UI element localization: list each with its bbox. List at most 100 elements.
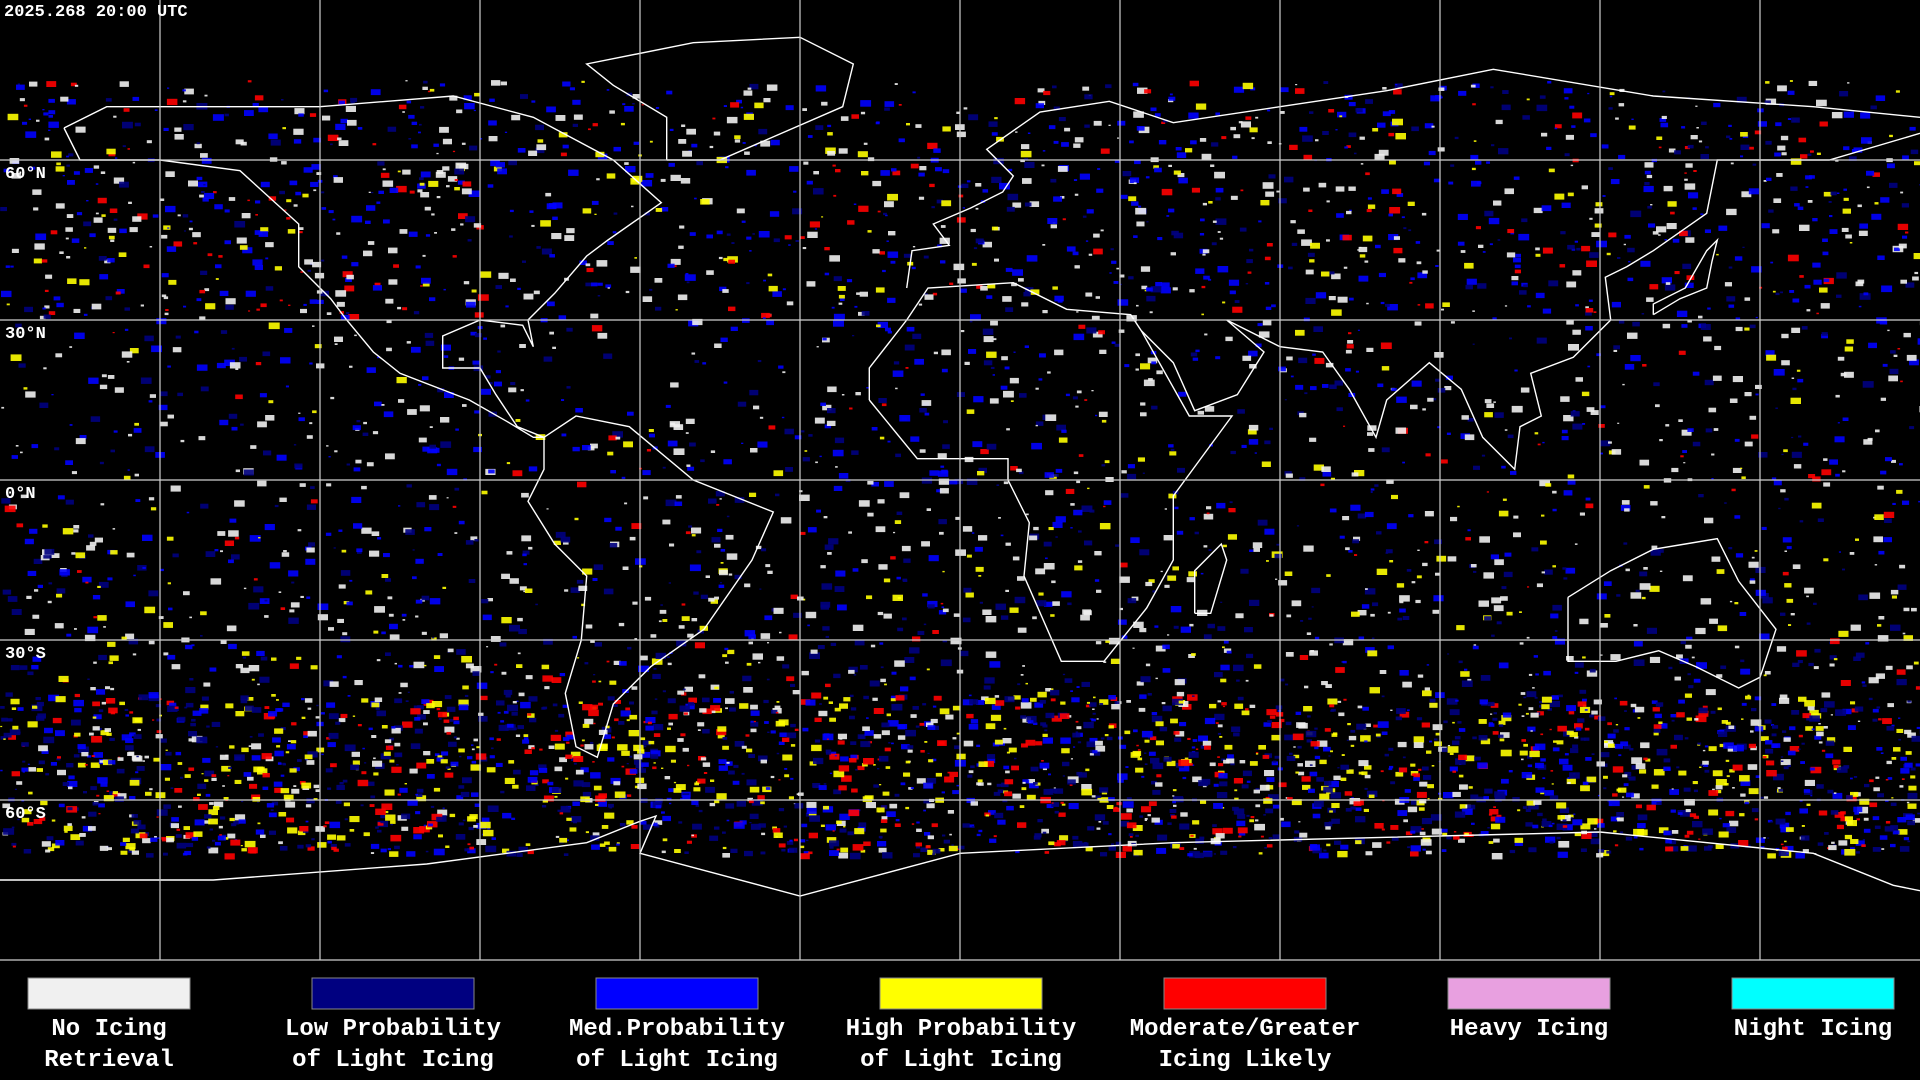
- icing-cell: [1151, 712, 1158, 716]
- icing-cell: [1190, 834, 1194, 837]
- icing-cell: [1684, 737, 1689, 740]
- icing-cell: [977, 471, 985, 476]
- icing-cell: [227, 833, 236, 839]
- icing-cell: [176, 828, 181, 831]
- icing-cell: [1612, 793, 1618, 797]
- icing-cell: [1771, 724, 1775, 726]
- icing-cell: [899, 492, 910, 499]
- icing-cell: [416, 795, 427, 802]
- icing-cell: [355, 459, 362, 464]
- icing-cell: [139, 833, 148, 839]
- icing-cell: [407, 799, 418, 806]
- icing-cell: [887, 720, 899, 727]
- icing-cell: [1390, 781, 1396, 785]
- icing-cell: [17, 731, 21, 734]
- icing-cell: [241, 747, 249, 753]
- icing-cell: [1108, 637, 1120, 645]
- icing-cell: [1144, 739, 1150, 743]
- icing-cell: [1658, 723, 1668, 729]
- icing-cell: [1881, 848, 1885, 850]
- icing-cell: [1309, 844, 1320, 851]
- icing-cell: [1582, 781, 1589, 785]
- icing-cell: [1293, 746, 1296, 748]
- icing-cell: [129, 779, 140, 786]
- icing-cell: [973, 396, 984, 403]
- icing-cell: [1446, 836, 1452, 840]
- icing-cell: [1611, 301, 1621, 308]
- icing-cell: [1328, 821, 1333, 824]
- icing-cell: [1140, 266, 1151, 272]
- icing-cell: [879, 251, 885, 255]
- icing-cell: [51, 843, 60, 849]
- icing-cell: [790, 777, 794, 780]
- icing-cell: [1711, 478, 1714, 480]
- icing-cell: [825, 635, 829, 638]
- icing-cell: [1836, 294, 1842, 298]
- icing-cell: [96, 689, 106, 695]
- icing-cell: [1649, 585, 1660, 592]
- icing-cell: [299, 483, 306, 487]
- icing-cell: [1818, 810, 1828, 816]
- icing-cell: [1467, 804, 1476, 810]
- icing-cell: [39, 315, 46, 320]
- icing-cell: [525, 399, 530, 402]
- icing-cell: [244, 840, 256, 848]
- icing-cell: [986, 754, 996, 759]
- icing-cell: [1157, 834, 1168, 841]
- icing-cell: [437, 809, 448, 816]
- icing-cell: [1749, 324, 1756, 329]
- icing-cell: [357, 724, 362, 727]
- icing-cell: [627, 411, 634, 416]
- icing-cell: [1092, 708, 1095, 710]
- icing-cell: [1010, 466, 1018, 471]
- icing-cell: [622, 566, 629, 570]
- icing-cell: [1368, 448, 1375, 452]
- icing-cell: [1082, 609, 1091, 615]
- icing-cell: [256, 308, 260, 311]
- icing-cell: [1847, 82, 1850, 84]
- icing-cell: [1608, 107, 1613, 110]
- icing-cell: [1172, 795, 1175, 797]
- icing-cell: [894, 520, 902, 524]
- icing-cell: [551, 677, 562, 683]
- icing-cell: [1420, 839, 1432, 846]
- icing-cell: [99, 760, 104, 763]
- icing-cell: [1734, 515, 1741, 519]
- icing-cell: [39, 817, 46, 821]
- icing-cell: [383, 411, 394, 418]
- icing-cell: [486, 646, 489, 648]
- icing-cell: [1840, 372, 1847, 377]
- icing-cell: [405, 529, 415, 535]
- icing-cell: [685, 703, 695, 710]
- icing-cell: [98, 581, 109, 588]
- icing-cell: [1137, 457, 1145, 462]
- icing-cell: [765, 787, 771, 790]
- icing-cell: [500, 720, 505, 723]
- icing-cell: [977, 782, 984, 786]
- icing-cell: [132, 653, 137, 656]
- icing-cell: [234, 754, 245, 761]
- icing-cell: [1000, 534, 1004, 537]
- icing-cell: [606, 89, 610, 91]
- icing-cell: [1038, 592, 1044, 596]
- icing-cell: [670, 759, 676, 763]
- icing-cell: [590, 313, 599, 319]
- icing-cell: [1336, 407, 1343, 412]
- icing-cell: [1241, 444, 1247, 448]
- icing-cell: [678, 821, 683, 824]
- icing-cell: [428, 180, 439, 187]
- icing-cell: [1373, 724, 1378, 728]
- icing-cell: [1255, 819, 1259, 822]
- icing-cell: [301, 782, 312, 789]
- icing-cell: [1809, 767, 1815, 771]
- icing-cell: [1843, 188, 1847, 191]
- icing-cell: [167, 582, 171, 585]
- icing-cell: [629, 714, 638, 720]
- icing-cell: [456, 795, 464, 800]
- icing-cell: [167, 654, 176, 660]
- icing-cell: [734, 139, 741, 143]
- icing-cell: [257, 683, 260, 686]
- icing-cell: [734, 497, 745, 503]
- icing-cell: [1422, 408, 1426, 411]
- icing-cell: [922, 703, 927, 706]
